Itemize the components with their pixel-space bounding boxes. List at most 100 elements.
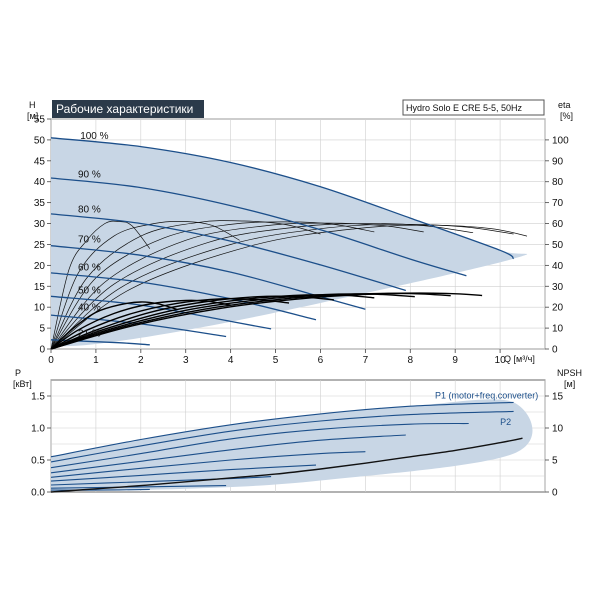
- power-curve: [50, 422, 469, 469]
- npsh-tick-label: 10: [552, 424, 564, 435]
- flow-tick-label: 9: [452, 355, 458, 366]
- eta-tick-label: 10: [552, 324, 564, 335]
- head-y-tick-label: 40: [34, 177, 46, 188]
- speed-percent-label: 50 %: [78, 285, 101, 296]
- eta-axis-symbol: eta: [558, 100, 571, 110]
- power-curve: [50, 410, 514, 463]
- head-axis-symbol: H: [29, 100, 36, 110]
- npsh-tick-label: 15: [552, 392, 564, 403]
- head-y-tick-label: 50: [34, 135, 46, 146]
- power-y-tick-label: 0.5: [31, 456, 45, 467]
- head-efficiency-curves: [50, 220, 528, 350]
- eta-tick-label: 40: [552, 261, 564, 272]
- head-speed-curve: [50, 137, 515, 260]
- model-label: Hydro Solo E CRE 5-5, 50Hz: [406, 103, 523, 113]
- power-curves: [50, 401, 514, 491]
- speed-percent-label: 80 %: [78, 205, 101, 216]
- flow-tick-label: 2: [138, 355, 144, 366]
- flow-tick-label: 10: [495, 355, 507, 366]
- head-y-axis-ticks: 0 5 10 15 20 25 30 35 40 45 50 55: [34, 115, 51, 356]
- eta-tick-label: 50: [552, 240, 564, 251]
- flow-tick-label: 5: [273, 355, 279, 366]
- eta-tick-label: 100: [552, 135, 569, 146]
- eta-tick-label: 70: [552, 198, 564, 209]
- head-y-tick-label: 0: [39, 345, 45, 356]
- eta-tick-label: 80: [552, 177, 564, 188]
- flow-tick-label: 7: [363, 355, 369, 366]
- eta-tick-label: 30: [552, 282, 564, 293]
- power-curve: [50, 476, 272, 486]
- power-curve: [50, 434, 406, 474]
- head-y-tick-label: 35: [34, 198, 46, 209]
- power-curve: [50, 401, 514, 458]
- eta-curve: [50, 301, 177, 350]
- power-panel: 0.0 0.5 1.0 1.5 0 5 10 15 P1 (motor+freq.conve…: [13, 368, 582, 499]
- eta-tick-label: 90: [552, 156, 564, 167]
- model-box: [402, 99, 545, 116]
- npsh-axis-unit: [м]: [564, 379, 575, 389]
- eta-curves: [50, 292, 483, 350]
- power-axis-unit: [кВт]: [13, 379, 32, 389]
- power-y-tick-label: 1.0: [31, 424, 45, 435]
- p1-label: P1 (motor+freq.converter): [435, 391, 538, 401]
- head-panel: 100 %90 %80 %70 %60 %50 %40 %21 % 051015…: [27, 99, 573, 366]
- head-y-tick-label: 30: [34, 219, 46, 230]
- flow-axis-label: Q [м³/ч]: [504, 354, 535, 364]
- flow-tick-label: 3: [183, 355, 189, 366]
- efficiency-curve: [50, 220, 240, 350]
- power-operating-range: [51, 399, 533, 491]
- eta-axis-ticks: 0 10 20 30 40 50 60 70 80 90 100: [545, 135, 569, 356]
- head-operating-range: [51, 137, 528, 347]
- flow-tick-label: 4: [228, 355, 234, 366]
- speed-percent-label: 40 %: [78, 303, 101, 314]
- power-curve: [50, 488, 150, 491]
- speed-percent-label: 70 %: [78, 234, 101, 245]
- eta-axis-unit: [%]: [560, 111, 573, 121]
- head-speed-curve: [50, 272, 317, 321]
- p2-label: P2: [500, 417, 511, 427]
- power-curve: [50, 464, 317, 482]
- head-y-tick-label: 25: [34, 240, 46, 251]
- power-y-tick-label: 0.0: [31, 488, 45, 499]
- eta-tick-label: 20: [552, 303, 564, 314]
- eta-tick-label: 0: [552, 345, 558, 356]
- speed-percent-label: 21 %: [78, 328, 101, 339]
- npsh-tick-label: 5: [552, 456, 558, 467]
- speed-percent-label: 90 %: [78, 170, 101, 181]
- head-y-tick-label: 5: [39, 324, 45, 335]
- npsh-curve: [50, 437, 523, 493]
- power-curve-labels: P1 (motor+freq.converter) P2: [435, 391, 538, 427]
- efficiency-curve: [50, 220, 151, 350]
- flow-tick-label: 1: [93, 355, 99, 366]
- head-speed-curve: [50, 213, 406, 292]
- title-box: [52, 100, 204, 118]
- flow-axis-ticks: 0 1 2 3 4 5 6 7 8 9 10: [48, 349, 506, 366]
- eta-tick-label: 60: [552, 219, 564, 230]
- head-y-tick-label: 10: [34, 303, 46, 314]
- head-y-tick-label: 45: [34, 156, 46, 167]
- flow-tick-label: 8: [407, 355, 413, 366]
- power-y-axis-ticks: 0.0 0.5 1.0 1.5: [31, 392, 51, 499]
- chart-title: Рабочие характеристики: [56, 102, 193, 116]
- power-y-tick-label: 1.5: [31, 392, 45, 403]
- head-y-tick-label: 55: [34, 115, 46, 126]
- efficiency-curve: [50, 222, 424, 350]
- head-y-tick-label: 15: [34, 282, 46, 293]
- eta-curve: [50, 292, 483, 350]
- npsh-axis-symbol: NPSH: [557, 368, 582, 378]
- power-curve: [50, 451, 366, 478]
- flow-tick-label: 6: [318, 355, 324, 366]
- power-axis-symbol: P: [15, 368, 21, 378]
- head-axis-unit: [м]: [27, 111, 38, 121]
- speed-percent-labels: 100 % 90 % 80 % 70 % 60 % 50 % 40 % 21 %: [78, 131, 109, 339]
- speed-percent-label: 60 %: [78, 262, 101, 273]
- efficiency-curve: [50, 224, 514, 350]
- npsh-tick-label: 0: [552, 488, 558, 499]
- power-curve: [50, 485, 227, 489]
- head-y-tick-label: 20: [34, 261, 46, 272]
- npsh-axis-ticks: 0 5 10 15: [545, 392, 564, 499]
- head-speed-curve: [50, 177, 467, 277]
- speed-percent-label: 100 %: [80, 131, 108, 142]
- flow-tick-label: 0: [48, 355, 54, 366]
